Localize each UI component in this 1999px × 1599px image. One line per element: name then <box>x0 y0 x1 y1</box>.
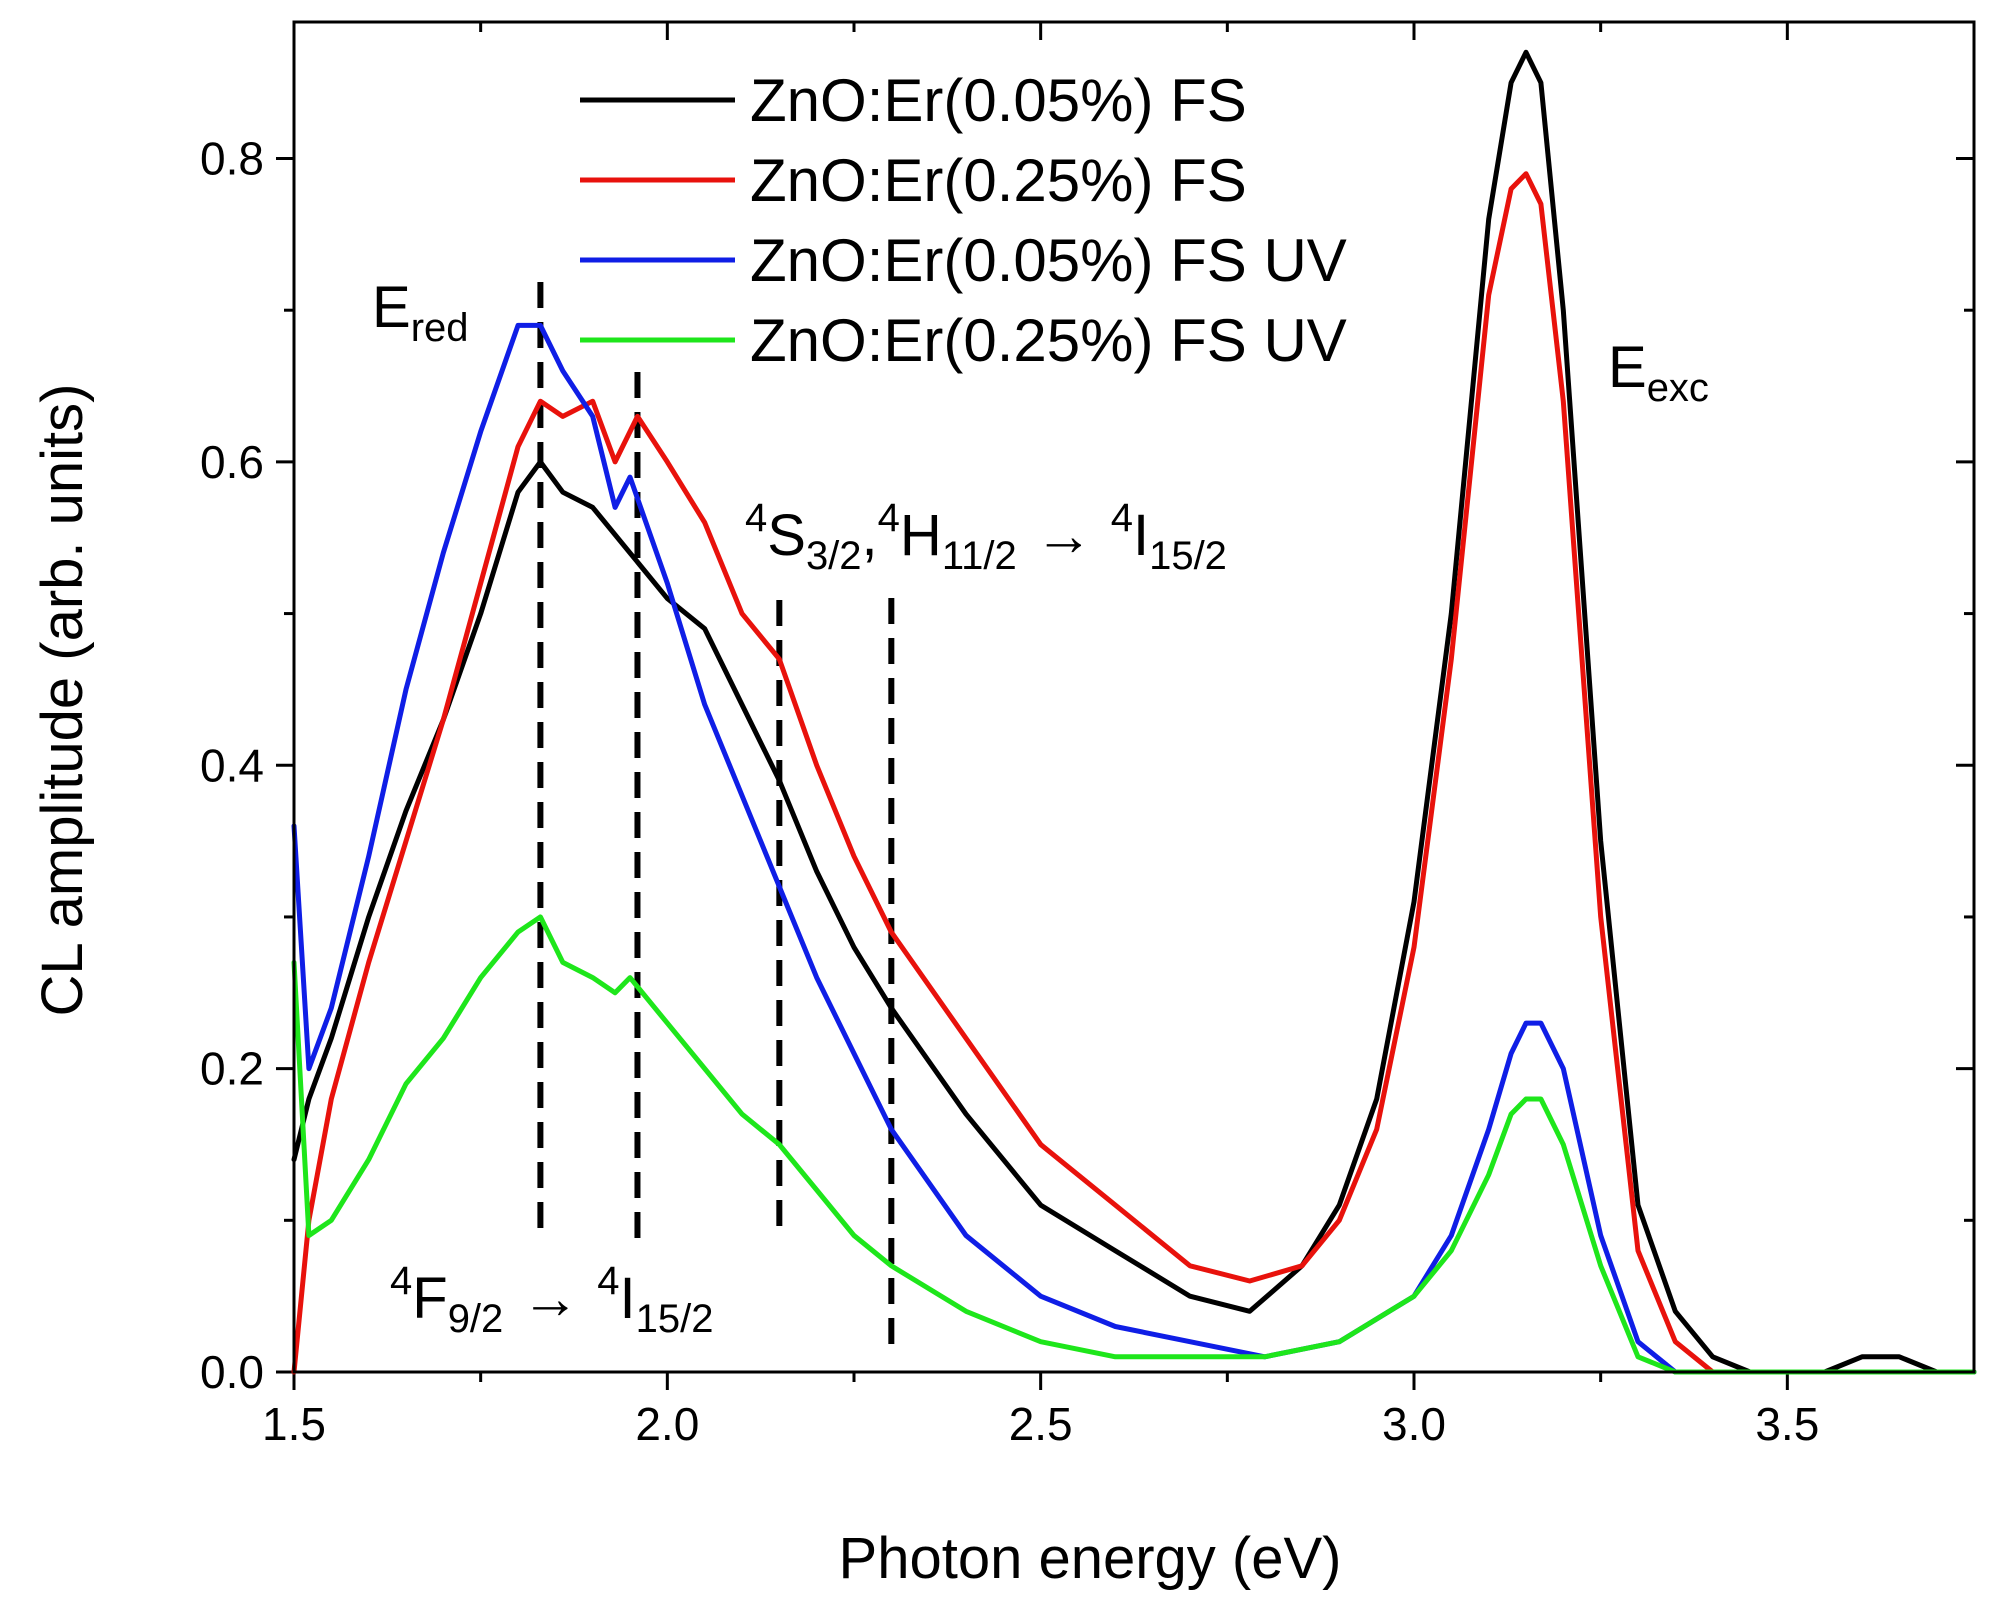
y-tick-label: 0.0 <box>200 1346 264 1398</box>
annotation-e-exc-sub: exc <box>1647 366 1709 410</box>
annotation-e-red-main: E <box>372 275 411 340</box>
x-tick-label: 1.5 <box>262 1398 326 1450</box>
y-tick-label: 0.4 <box>200 739 264 791</box>
y-tick-label: 0.8 <box>200 133 264 185</box>
transition-upper-sub1: 3/2 <box>806 534 862 578</box>
legend-label: ZnO:Er(0.25%) FS <box>750 147 1247 214</box>
x-axis-title: Photon energy (eV) <box>839 1526 1342 1591</box>
x-tick-label: 2.0 <box>635 1398 699 1450</box>
legend-label: ZnO:Er(0.05%) FS <box>750 67 1247 134</box>
annotation-e-red: Ered <box>372 275 469 350</box>
transition-upper-sup1: 4 <box>745 496 767 540</box>
annotation-transition-lower: 4F9/2 → 4I15/2 <box>390 1259 714 1341</box>
annotation-e-red-sub: red <box>411 306 469 350</box>
x-tick-label: 2.5 <box>1009 1398 1073 1450</box>
transition-lower-term2: I <box>620 1266 636 1331</box>
transition-lower-sub2: 15/2 <box>636 1297 714 1341</box>
series-line-2 <box>291 171 1977 1375</box>
transition-lower-sup1: 4 <box>390 1259 412 1303</box>
transition-lower-sup2: 4 <box>597 1259 619 1303</box>
transition-upper-sub3: 15/2 <box>1149 534 1227 578</box>
y-tick-label: 0.6 <box>200 436 264 488</box>
plot-frame <box>292 20 1976 1374</box>
x-tick-label: 3.0 <box>1382 1398 1446 1450</box>
transition-lower-sub1: 9/2 <box>448 1297 504 1341</box>
reference-lines <box>537 282 895 1352</box>
transition-upper-comma: , <box>862 503 878 568</box>
transition-upper-sup3: 4 <box>1111 496 1133 540</box>
axis-ticks <box>276 22 1974 1390</box>
annotation-e-exc-main: E <box>1608 335 1647 400</box>
series-line-4 <box>291 914 1977 1375</box>
transition-upper-term3: I <box>1133 503 1149 568</box>
annotation-transition-upper: 4S3/2,4H11/2 → 4I15/2 <box>745 496 1227 578</box>
legend-label: ZnO:Er(0.05%) FS UV <box>750 227 1347 294</box>
transition-upper-arrow: → <box>1035 503 1093 568</box>
series-lines <box>291 49 1977 1375</box>
series-line-3 <box>291 322 1977 1375</box>
x-tick-label: 3.5 <box>1755 1398 1819 1450</box>
legend-label: ZnO:Er(0.25%) FS UV <box>750 307 1347 374</box>
transition-lower-arrow: → <box>521 1266 579 1331</box>
transition-upper-term2: H <box>900 503 942 568</box>
y-tick-label: 0.2 <box>200 1043 264 1095</box>
transition-upper-sup2: 4 <box>878 496 900 540</box>
annotation-e-exc: Eexc <box>1608 335 1709 410</box>
y-axis-title: CL amplitude (arb. units) <box>30 384 95 1017</box>
axis-tick-labels: 1.5 2.0 2.5 3.0 3.5 0.0 0.2 0.4 0.6 0.8 <box>200 133 1819 1450</box>
legend: ZnO:Er(0.05%) FS ZnO:Er(0.25%) FS ZnO:Er(0… <box>580 67 1347 374</box>
series-line-1 <box>291 49 1977 1375</box>
transition-upper-sub2: 11/2 <box>942 534 1017 578</box>
transition-lower-term1: F <box>412 1266 447 1331</box>
transition-upper-term1: S <box>767 503 806 568</box>
